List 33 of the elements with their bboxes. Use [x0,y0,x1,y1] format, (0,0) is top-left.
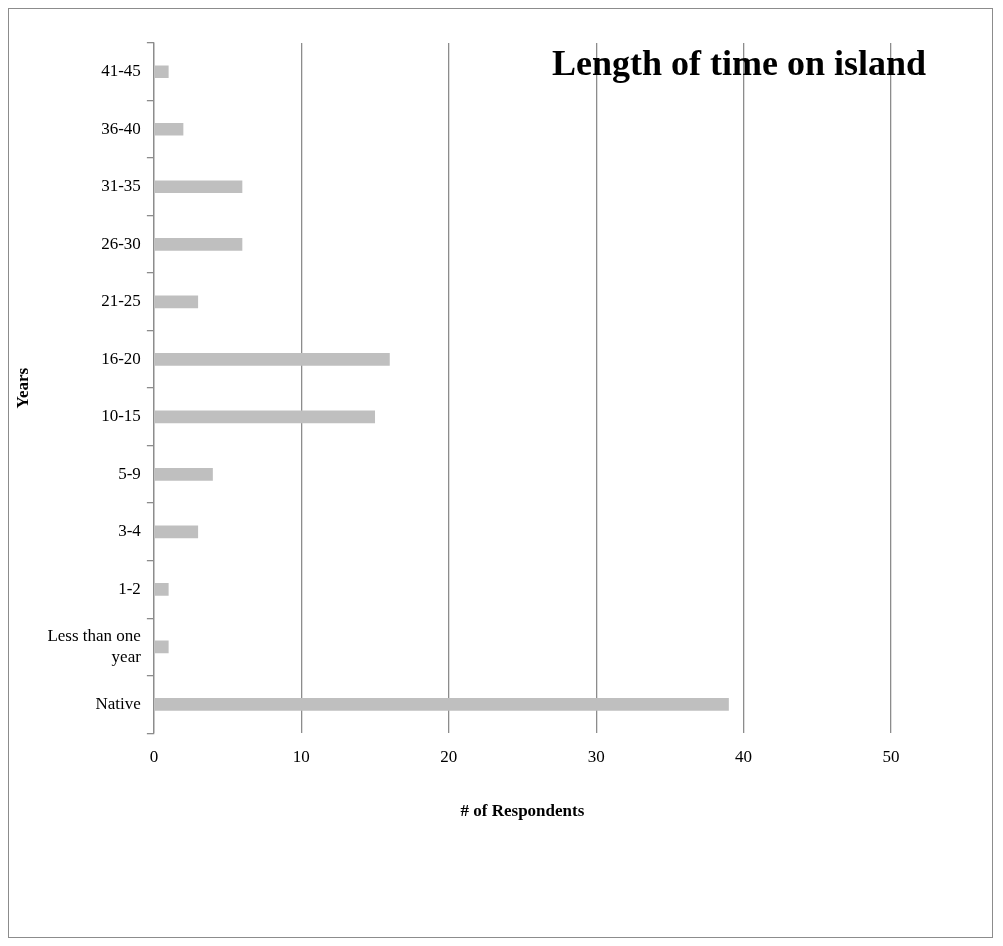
y-tick-label: 3-4 [118,521,142,541]
x-tick-label: 50 [882,746,900,766]
y-tick-label: 21-25 [101,291,141,311]
bar [154,698,729,711]
x-tick-label: 40 [735,746,753,766]
y-tick-label: 5-9 [118,463,141,483]
y-tick-label: 31-35 [101,176,141,196]
y-tick-label: 26-30 [101,233,141,253]
bar [154,525,199,539]
bar [154,353,390,366]
x-tick-label: 10 [292,746,310,766]
x-tick-label: 0 [149,746,159,766]
bar [154,237,243,251]
y-tick-label: Native [95,693,141,713]
bar [154,410,376,424]
bar [154,640,169,654]
bar [154,180,243,194]
y-tick-label: Less than one year [47,626,142,666]
y-tick-label: 36-40 [101,118,141,138]
y-tick-label: 16-20 [101,348,141,368]
x-tick-label: 30 [587,746,605,766]
bar [154,65,169,79]
y-axis-title: Years [12,367,32,409]
bar [154,468,213,481]
y-tick-label: 41-45 [101,61,141,81]
x-axis-title: # of Respondents [460,801,585,821]
bar [154,583,169,596]
x-tick-label: 20 [440,746,458,766]
chart-title: Length of time on island [551,43,926,84]
y-tick-label: 10-15 [101,406,141,426]
bar [154,295,199,309]
y-tick-label: 1-2 [118,578,141,598]
bar [154,122,184,136]
